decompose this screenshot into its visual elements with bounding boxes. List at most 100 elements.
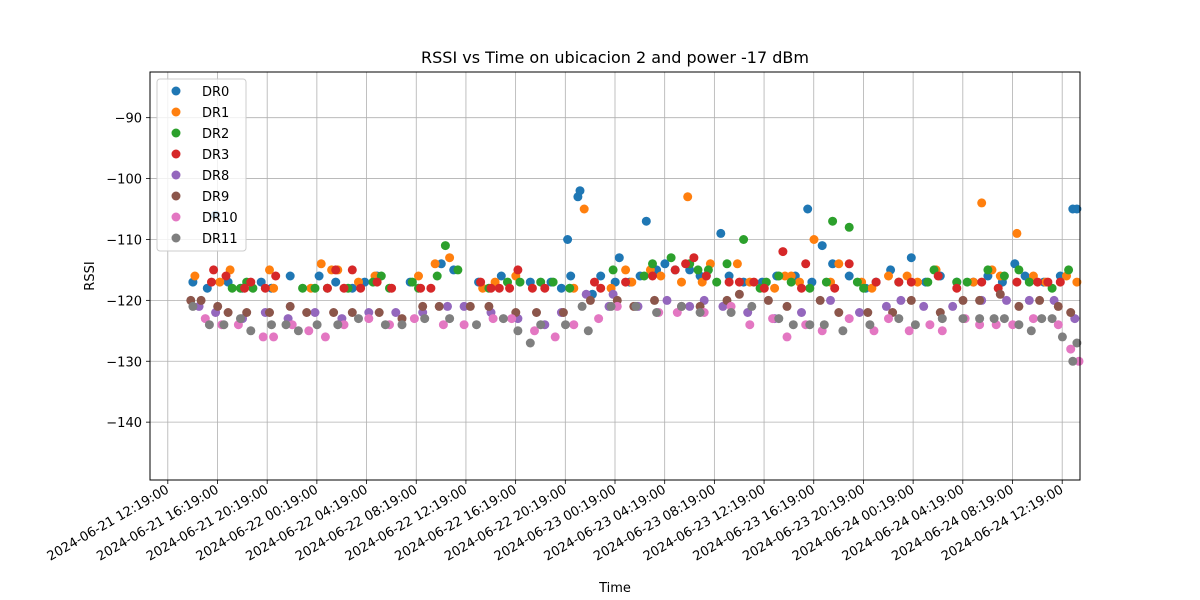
data-point bbox=[236, 314, 245, 324]
chart-title: RSSI vs Time on ubicacion 2 and power -1… bbox=[421, 48, 809, 67]
data-point bbox=[1068, 356, 1078, 366]
data-point bbox=[881, 301, 891, 311]
data-point bbox=[227, 283, 237, 293]
data-point bbox=[438, 320, 448, 330]
data-point bbox=[656, 271, 666, 281]
data-point bbox=[904, 326, 914, 336]
data-point bbox=[774, 271, 784, 281]
data-point bbox=[695, 308, 705, 317]
data-point bbox=[213, 301, 223, 311]
data-point bbox=[606, 301, 616, 311]
data-point bbox=[209, 265, 219, 275]
data-point bbox=[1047, 314, 1057, 324]
y-tick-label: −90 bbox=[115, 112, 142, 127]
data-point bbox=[1072, 277, 1082, 287]
data-point bbox=[975, 314, 985, 324]
data-point bbox=[763, 295, 773, 305]
data-point bbox=[558, 308, 568, 317]
data-point bbox=[989, 314, 999, 324]
data-point bbox=[585, 295, 595, 305]
data-point bbox=[734, 277, 744, 287]
data-point bbox=[999, 314, 1009, 324]
data-point bbox=[670, 265, 680, 275]
y-tick-label: −130 bbox=[106, 355, 142, 370]
data-point bbox=[834, 259, 844, 269]
data-point bbox=[1033, 277, 1043, 287]
data-point bbox=[681, 259, 691, 269]
legend-label: DR2 bbox=[202, 127, 229, 142]
data-point bbox=[726, 308, 736, 317]
legend-label: DR10 bbox=[202, 211, 238, 226]
data-point bbox=[440, 241, 450, 251]
data-point bbox=[975, 295, 985, 305]
data-point bbox=[826, 295, 835, 305]
legend-label: DR1 bbox=[202, 106, 229, 121]
data-point bbox=[865, 320, 875, 330]
data-point bbox=[621, 265, 631, 275]
data-point bbox=[269, 332, 279, 342]
data-point bbox=[906, 277, 916, 287]
data-point bbox=[265, 265, 274, 275]
data-point bbox=[476, 277, 486, 287]
data-point bbox=[579, 204, 589, 214]
y-tick-label: −110 bbox=[106, 233, 142, 248]
data-point bbox=[962, 277, 972, 287]
legend-marker bbox=[171, 86, 181, 96]
data-point bbox=[347, 308, 357, 317]
data-point bbox=[701, 271, 711, 281]
data-point bbox=[287, 320, 297, 330]
data-point bbox=[1074, 356, 1084, 366]
legend-marker bbox=[171, 149, 181, 159]
data-point bbox=[556, 283, 566, 293]
data-point bbox=[496, 271, 506, 281]
data-point bbox=[782, 301, 792, 311]
data-point bbox=[621, 277, 631, 287]
data-point bbox=[1066, 308, 1076, 317]
data-point bbox=[786, 277, 796, 287]
data-point bbox=[952, 283, 962, 293]
data-point bbox=[1035, 295, 1045, 305]
data-point bbox=[803, 204, 813, 214]
data-point bbox=[246, 277, 256, 287]
data-point bbox=[838, 326, 848, 336]
data-point bbox=[188, 301, 198, 311]
data-point bbox=[666, 253, 676, 263]
legend: DR0 DR1 DR2 DR3 DR8 DR9 DR10 DR11 bbox=[156, 78, 247, 252]
data-point bbox=[805, 320, 815, 330]
series-dr3 bbox=[207, 247, 1065, 293]
data-point bbox=[894, 277, 904, 287]
data-point bbox=[693, 265, 703, 275]
data-point bbox=[648, 271, 657, 281]
data-point bbox=[219, 320, 229, 330]
data-point bbox=[1026, 326, 1036, 336]
data-point bbox=[484, 301, 494, 311]
data-point bbox=[426, 283, 436, 293]
data-point bbox=[207, 277, 216, 287]
data-point bbox=[569, 320, 579, 330]
data-point bbox=[612, 301, 622, 311]
data-point bbox=[391, 308, 401, 317]
data-point bbox=[780, 271, 790, 281]
data-point bbox=[414, 271, 423, 281]
series-dr11 bbox=[188, 301, 1082, 366]
data-point bbox=[416, 283, 426, 293]
data-point bbox=[380, 320, 390, 330]
legend-marker bbox=[171, 212, 181, 222]
legend-marker bbox=[171, 107, 181, 117]
data-point bbox=[1014, 301, 1024, 311]
legend-label: DR3 bbox=[202, 148, 229, 163]
data-point bbox=[933, 271, 943, 281]
data-point bbox=[747, 301, 757, 311]
data-point bbox=[745, 320, 755, 330]
data-point bbox=[298, 283, 308, 293]
data-point bbox=[387, 283, 397, 293]
data-point bbox=[631, 301, 641, 311]
data-point bbox=[242, 308, 252, 317]
data-point bbox=[374, 308, 384, 317]
data-point bbox=[1043, 277, 1053, 287]
data-point bbox=[420, 314, 430, 324]
data-point bbox=[958, 295, 968, 305]
data-point bbox=[1072, 338, 1082, 348]
data-point bbox=[434, 301, 444, 311]
